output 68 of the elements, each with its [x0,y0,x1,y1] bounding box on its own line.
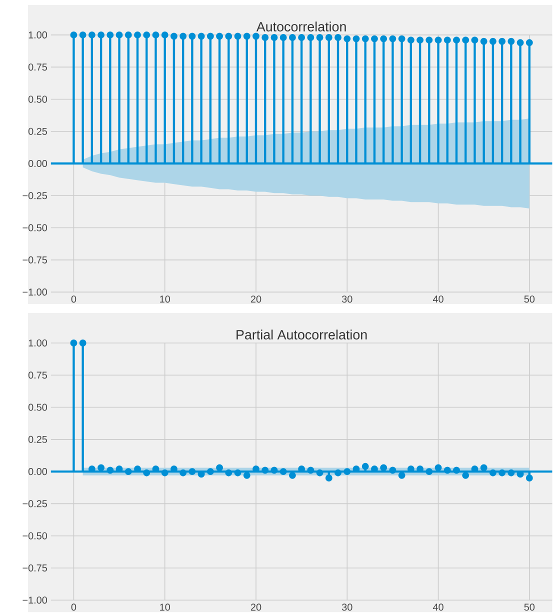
point [334,469,342,476]
x-tick-label: 40 [432,604,444,611]
point [434,464,442,472]
point [398,472,406,479]
point [79,340,86,346]
y-tick-label: 0.00 [28,468,47,476]
y-tick-label: −0.50 [22,532,47,540]
point [270,466,278,474]
point [325,474,332,482]
point [344,468,350,476]
y-tick-label: 0.25 [28,128,47,135]
point [444,466,451,474]
y-tick-label: 1.00 [28,31,47,38]
y-tick-label: 1.00 [28,339,47,347]
point [179,469,186,476]
y-tick-label: −1.00 [22,288,47,296]
point [261,466,268,474]
x-tick-label: 40 [432,296,444,303]
point [288,472,296,479]
point [508,469,515,476]
point [489,469,496,476]
x-tick-label: 50 [524,296,534,303]
point [362,462,369,470]
x-tick-label: 20 [250,604,261,611]
point [380,464,387,472]
y-tick-label: −1.00 [22,596,47,604]
point [70,340,78,346]
point [480,464,488,472]
point [234,469,242,476]
x-tick-label: 10 [160,296,170,303]
point [389,466,396,474]
y-tick-label: −0.75 [22,564,47,572]
x-tick-label: 10 [160,604,170,611]
x-tick-label: 30 [342,296,352,303]
point [426,468,432,476]
y-tick-label: −0.25 [22,500,47,508]
point [307,466,314,474]
point [498,469,506,476]
point [243,472,250,479]
point [124,468,132,476]
x-tick-label: 0 [71,296,76,303]
point [280,468,287,476]
x-tick-label: 50 [524,604,534,611]
point [143,469,150,476]
y-tick-label: −0.50 [22,224,47,232]
x-tick-label: 0 [71,604,76,611]
y-tick-label: 0.00 [28,160,47,168]
x-tick-label: 30 [342,604,352,611]
y-tick-label: 0.25 [28,436,47,443]
point [316,469,324,476]
y-tick-label: 0.75 [28,64,47,71]
point [225,469,232,476]
y-tick-label: −0.75 [22,256,47,264]
point [106,466,114,474]
point [97,464,104,472]
point [462,472,469,479]
point [161,469,168,476]
x-tick-label: 20 [250,296,261,303]
point [216,464,223,472]
chart-title: Autocorrelation [256,22,346,32]
point [206,468,214,476]
y-tick-label: 0.75 [28,372,47,379]
point [452,466,460,474]
point [188,468,196,476]
y-tick-label: 0.50 [28,96,47,103]
chart-title: Partial Autocorrelation [236,330,367,340]
y-tick-label: 0.50 [28,404,47,411]
y-tick-label: −0.25 [22,192,47,200]
